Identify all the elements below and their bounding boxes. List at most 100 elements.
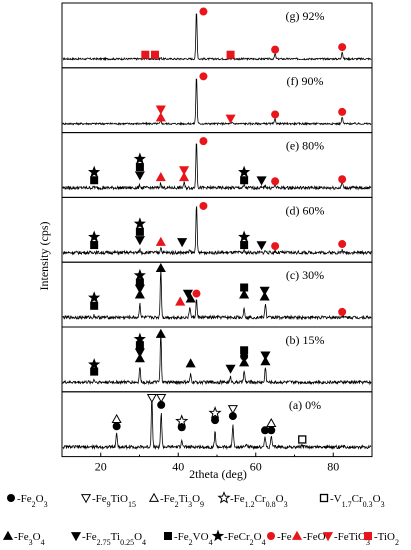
- panel-label: (a) 0%: [289, 398, 321, 412]
- legend-item: -Fe2Ti3O9: [148, 492, 204, 509]
- legend-symbol: [291, 530, 303, 540]
- phase-marker: [239, 289, 250, 299]
- phase-marker: [199, 137, 208, 146]
- xrd-trace: [62, 333, 372, 386]
- legend-item: -FeTiO3: [322, 531, 370, 547]
- phase-marker: [271, 45, 280, 54]
- phase-marker: [192, 289, 201, 298]
- phase-marker: [133, 152, 146, 165]
- phase-marker: [177, 423, 186, 432]
- legend-label: -Fe2O3: [17, 493, 48, 509]
- legend-item: -Fe2.75Ti0.25O4: [70, 531, 146, 547]
- legend-symbol: [164, 532, 172, 540]
- x-tick-label: 40: [172, 460, 184, 474]
- phase-marker: [240, 352, 249, 361]
- phase-marker: [338, 43, 347, 52]
- legend-item: -FeO: [291, 530, 326, 543]
- phase-marker: [226, 50, 235, 59]
- panel-label: (g) 92%: [286, 9, 325, 23]
- phase-marker: [90, 301, 99, 310]
- legend-symbol: [211, 529, 225, 542]
- phase-marker: [134, 171, 145, 181]
- legend-symbol: [267, 532, 275, 540]
- phase-marker: [141, 50, 150, 59]
- xrd-trace: [62, 78, 372, 127]
- phase-marker: [88, 165, 101, 178]
- phase-marker: [261, 426, 270, 435]
- phase-marker: [185, 293, 196, 303]
- x-tick-label: 20: [95, 460, 107, 474]
- legend-item: -FeCr2O4: [211, 529, 266, 547]
- phase-marker: [156, 393, 167, 404]
- legend-item: -Fe9TiO15: [80, 493, 136, 509]
- phase-marker: [175, 296, 186, 306]
- phase-marker: [266, 417, 277, 428]
- phase-marker: [146, 393, 157, 404]
- phase-marker: [259, 286, 270, 296]
- panel-label: (d) 60%: [286, 203, 325, 217]
- legend-item: -Fe1.2Cr0.8O3: [217, 491, 288, 509]
- phase-marker: [135, 341, 144, 350]
- phase-marker: [90, 367, 99, 376]
- legend-symbol: [364, 532, 372, 540]
- legend-item: -Fe3O4: [2, 530, 45, 547]
- phase-marker: [134, 348, 145, 358]
- phase-marker: [208, 406, 222, 419]
- phase-marker: [135, 163, 144, 172]
- phase-marker: [211, 416, 220, 425]
- panel-2: (e) 80%: [61, 132, 373, 198]
- x-axis: 20 40 60 80: [95, 452, 339, 474]
- phase-marker: [90, 176, 99, 185]
- phase-marker: [298, 435, 307, 444]
- xrd-trace: [62, 143, 372, 191]
- phase-marker: [134, 284, 145, 294]
- legend-item: -V1.7Cr0.3O3: [319, 493, 385, 509]
- phase-marker: [88, 230, 101, 243]
- panel-5: (b) 15%: [61, 326, 373, 393]
- phase-marker: [260, 351, 271, 361]
- phase-marker: [240, 176, 249, 185]
- legend-item: -Fe2VO4: [164, 531, 213, 547]
- phase-marker: [155, 171, 166, 182]
- phase-marker: [135, 227, 144, 236]
- x-axis-title: 2theta (deg): [189, 467, 247, 481]
- panel-label: (e) 80%: [286, 139, 324, 153]
- phase-marker: [134, 289, 145, 299]
- legend-symbol: [80, 494, 92, 504]
- phase-marker: [256, 241, 267, 251]
- legend-label: -Fe2.75Ti0.25O4: [82, 531, 146, 547]
- phase-marker: [134, 236, 145, 246]
- xrd-trace: [62, 399, 372, 451]
- phase-marker: [133, 268, 146, 281]
- panel-1: (f) 90%: [61, 67, 373, 134]
- panel-label: (c) 30%: [286, 268, 324, 282]
- phase-marker: [225, 114, 236, 124]
- legend-label: -FeTiO3: [334, 531, 370, 547]
- phase-marker: [338, 107, 347, 116]
- phase-marker: [271, 242, 280, 251]
- phase-marker: [155, 328, 166, 338]
- phase-marker: [271, 110, 280, 119]
- x-tick-label: 80: [327, 460, 339, 474]
- phase-marker: [112, 422, 121, 431]
- x-tick-label: 60: [250, 460, 262, 474]
- phase-marker: [338, 307, 347, 316]
- legend: -Fe2O3 -Fe9TiO15 -Fe2Ti3O9 -Fe1.2Cr0.8O3 -V1…: [2, 491, 399, 547]
- phase-marker: [240, 283, 249, 292]
- phase-marker: [199, 7, 208, 16]
- phase-marker: [228, 412, 237, 421]
- phase-marker: [157, 400, 166, 409]
- phase-marker: [135, 278, 144, 287]
- legend-symbol: [70, 532, 82, 542]
- phase-marker: [185, 358, 196, 368]
- phase-marker: [155, 236, 166, 246]
- phase-marker: [256, 176, 267, 186]
- legend-label: -Fe1.2Cr0.8O3: [230, 493, 288, 509]
- legend-label: -Fe9TiO15: [92, 493, 136, 509]
- legend-symbol: [2, 530, 14, 540]
- legend-label: -FeO: [303, 531, 326, 543]
- phase-marker: [134, 353, 145, 363]
- panels-group: (g) 92% (f) 90% (e) 80% (d) 60% (c) 30% (b) 1…: [61, 2, 373, 458]
- legend-label: -TiO2: [374, 531, 399, 547]
